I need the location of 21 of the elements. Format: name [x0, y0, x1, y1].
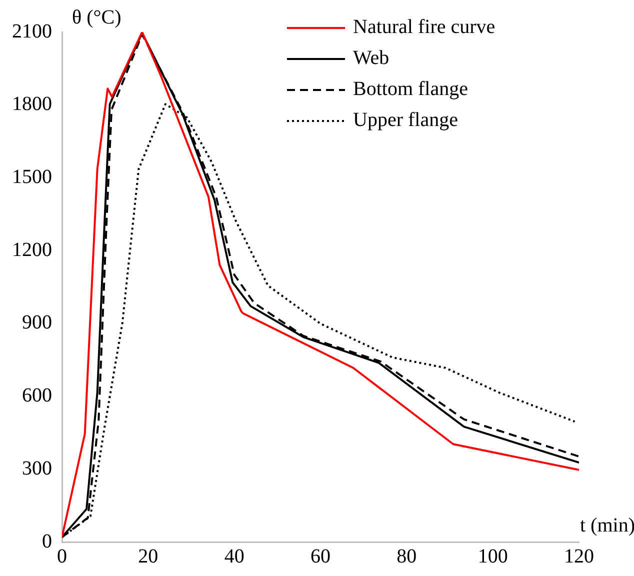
y-tick-label: 0	[42, 530, 52, 552]
x-tick-label: 80	[396, 545, 417, 568]
x-tick-label: 60	[310, 545, 330, 568]
x-axis-title: t (min)	[580, 514, 634, 536]
x-tick-label: 120	[564, 545, 594, 568]
y-tick-label: 900	[22, 312, 52, 334]
y-axis-title: θ (°C)	[72, 6, 122, 28]
y-tick-label: 1800	[12, 93, 52, 116]
y-tick-label: 300	[22, 457, 52, 480]
legend-label: Bottom flange	[353, 78, 468, 101]
y-tick-label: 1200	[12, 238, 52, 261]
x-tick-label: 100	[478, 545, 508, 568]
x-tick-label: 20	[138, 545, 158, 568]
x-tick-label: 0	[57, 545, 67, 568]
legend-label: Natural fire curve	[353, 16, 496, 39]
y-tick-label: 1500	[12, 166, 52, 188]
legend-label: Upper flange	[353, 109, 458, 132]
y-tick-label: 2100	[12, 20, 52, 42]
legend-label: Web	[353, 47, 390, 70]
x-tick-label: 40	[224, 545, 244, 568]
y-tick-label: 600	[22, 384, 52, 407]
